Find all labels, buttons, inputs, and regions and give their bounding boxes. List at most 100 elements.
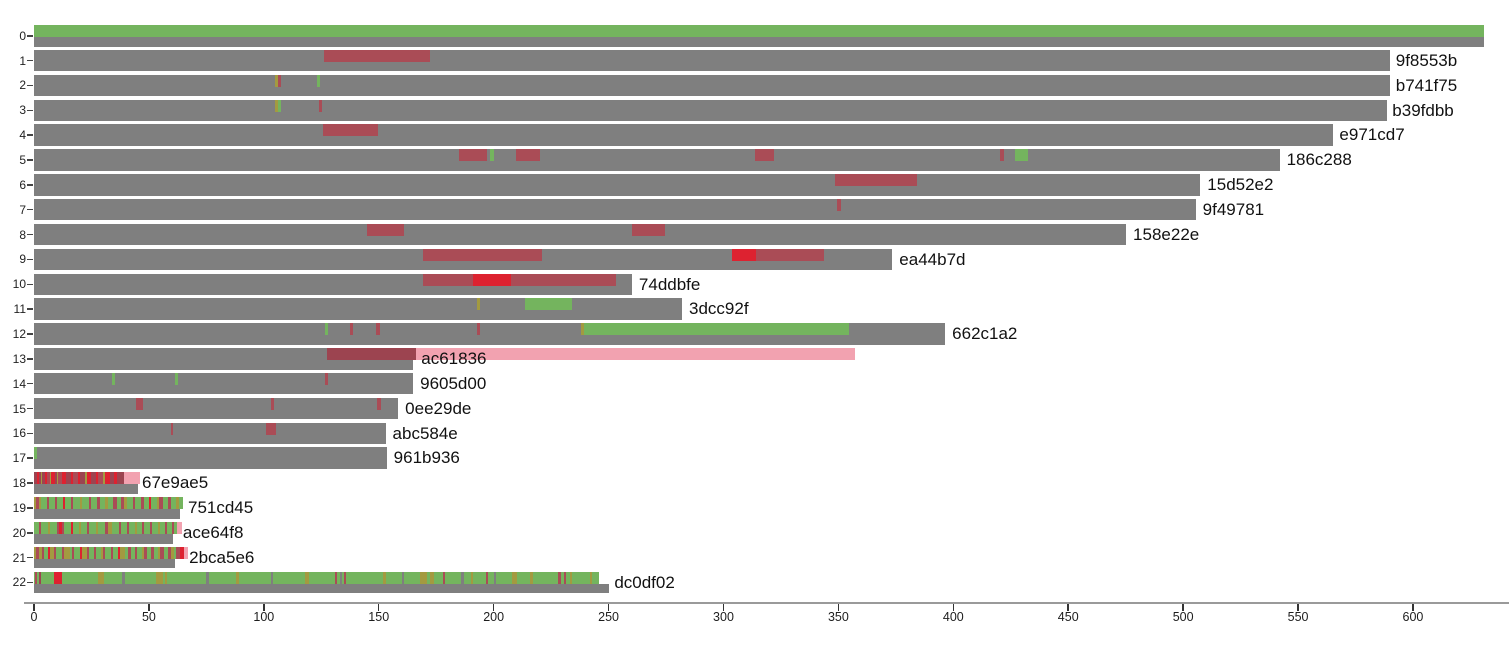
bar-segment: [105, 472, 110, 485]
bar-segment: [422, 273, 474, 286]
bar-segment: [100, 546, 103, 559]
top-lane: [34, 74, 1509, 87]
y-axis-tick: [27, 358, 33, 360]
bar-segment: [61, 472, 67, 485]
bar-segment: [756, 248, 825, 261]
x-axis-tick-label: 150: [368, 610, 390, 624]
bar-segment: [430, 571, 434, 584]
bar-segment: [124, 546, 129, 559]
bar-segment: [236, 571, 239, 584]
y-axis-label: 20: [12, 525, 26, 540]
bar-segment: [156, 497, 160, 510]
bar-segment: [34, 497, 37, 510]
bar-segment: [485, 571, 488, 584]
bar-segment: [73, 472, 78, 485]
bar-segment: [590, 571, 593, 584]
y-axis-label: 17: [12, 451, 26, 466]
bar-base: [34, 174, 1201, 187]
bar-segment: [510, 273, 617, 286]
top-lane: [34, 397, 1509, 410]
bar-segment: [82, 497, 90, 510]
bar-segment: [98, 522, 106, 534]
bar-segment: [176, 522, 182, 534]
bar-segment: [51, 472, 55, 485]
y-axis-tick: [27, 184, 33, 186]
top-lane: [34, 298, 1509, 311]
y-axis-tick: [27, 258, 33, 261]
bottom-lane: [34, 558, 176, 569]
bar-segment: [96, 546, 101, 559]
y-axis-label: 10: [12, 277, 26, 292]
bar-segment: [97, 497, 100, 510]
y-axis-label: 11: [13, 302, 26, 317]
top-lane: [34, 546, 1509, 559]
y-axis-tick: [27, 134, 33, 136]
bar-segment: [89, 546, 94, 559]
bar-segment: [40, 497, 47, 510]
y-axis-tick: [27, 407, 33, 410]
bar-segment: [512, 571, 517, 584]
y-axis-tick: [27, 581, 33, 584]
y-axis-tick: [27, 109, 33, 112]
x-axis-tick-label: 200: [483, 610, 505, 624]
bar-segment: [174, 546, 177, 559]
bar-segment: [36, 546, 39, 559]
bar-segment: [476, 323, 480, 336]
bar-segment: [77, 472, 80, 485]
bar-segment: [174, 522, 177, 534]
bar-segment: [837, 198, 842, 211]
y-axis-label: 2: [19, 78, 26, 93]
bar-segment: [54, 571, 63, 584]
bar-segment: [61, 522, 64, 534]
chart-row: 4 e971cd7: [0, 124, 1509, 146]
bottom-lane: [34, 260, 893, 271]
bar-segment: [146, 546, 152, 559]
y-axis-label: 21: [12, 550, 26, 565]
y-axis-label: 22: [12, 575, 26, 590]
bar-segment: [48, 497, 55, 510]
y-axis-label: 5: [19, 153, 26, 167]
bottom-lane: [34, 161, 1280, 171]
bar-segment: [113, 497, 117, 510]
bar-segment: [50, 472, 52, 485]
bottom-lane: [34, 186, 1201, 196]
y-axis-tick: [27, 84, 33, 87]
bar-segment: [127, 497, 133, 510]
bar-segment: [323, 49, 430, 62]
chart-row: 9 ea44b7d: [0, 248, 1509, 271]
bar-segment: [335, 571, 338, 584]
bottom-lane: [34, 534, 174, 544]
bar-segment: [516, 149, 540, 162]
bar-segment: [144, 522, 151, 534]
bar-segment: [82, 546, 87, 559]
bar-segment: [59, 522, 62, 534]
bar-base: [34, 447, 387, 460]
bar-base: [34, 298, 683, 311]
bar-segment: [162, 497, 169, 510]
top-lane: [34, 25, 1509, 37]
bar-segment: [278, 99, 282, 112]
top-lane: [34, 522, 1509, 534]
bar-segment: [38, 546, 43, 559]
y-axis-tick: [27, 457, 33, 459]
y-axis-tick: [27, 59, 33, 62]
bar-segment: [53, 546, 56, 559]
bar-segment: [105, 497, 108, 510]
y-axis-label: 1: [19, 53, 26, 68]
top-lane: [34, 422, 1509, 435]
bottom-lane: [34, 86, 1390, 97]
bar-segment: [66, 472, 71, 485]
chart-row: 19 751cd45: [0, 497, 1509, 519]
bar-segment: [275, 99, 279, 112]
top-lane: [34, 223, 1509, 236]
bottom-lane: [34, 409, 399, 420]
chart-row: 11 3dcc92f: [0, 298, 1509, 320]
bottom-lane: [34, 235, 1127, 246]
bar-segment: [144, 546, 147, 559]
x-axis-tick: [148, 603, 150, 611]
bar-segment: [112, 522, 120, 534]
bar-segment: [339, 571, 342, 584]
bar-segment: [47, 522, 51, 534]
row-hash-label: ea44b7d: [899, 249, 966, 269]
bar-segment: [470, 571, 473, 584]
